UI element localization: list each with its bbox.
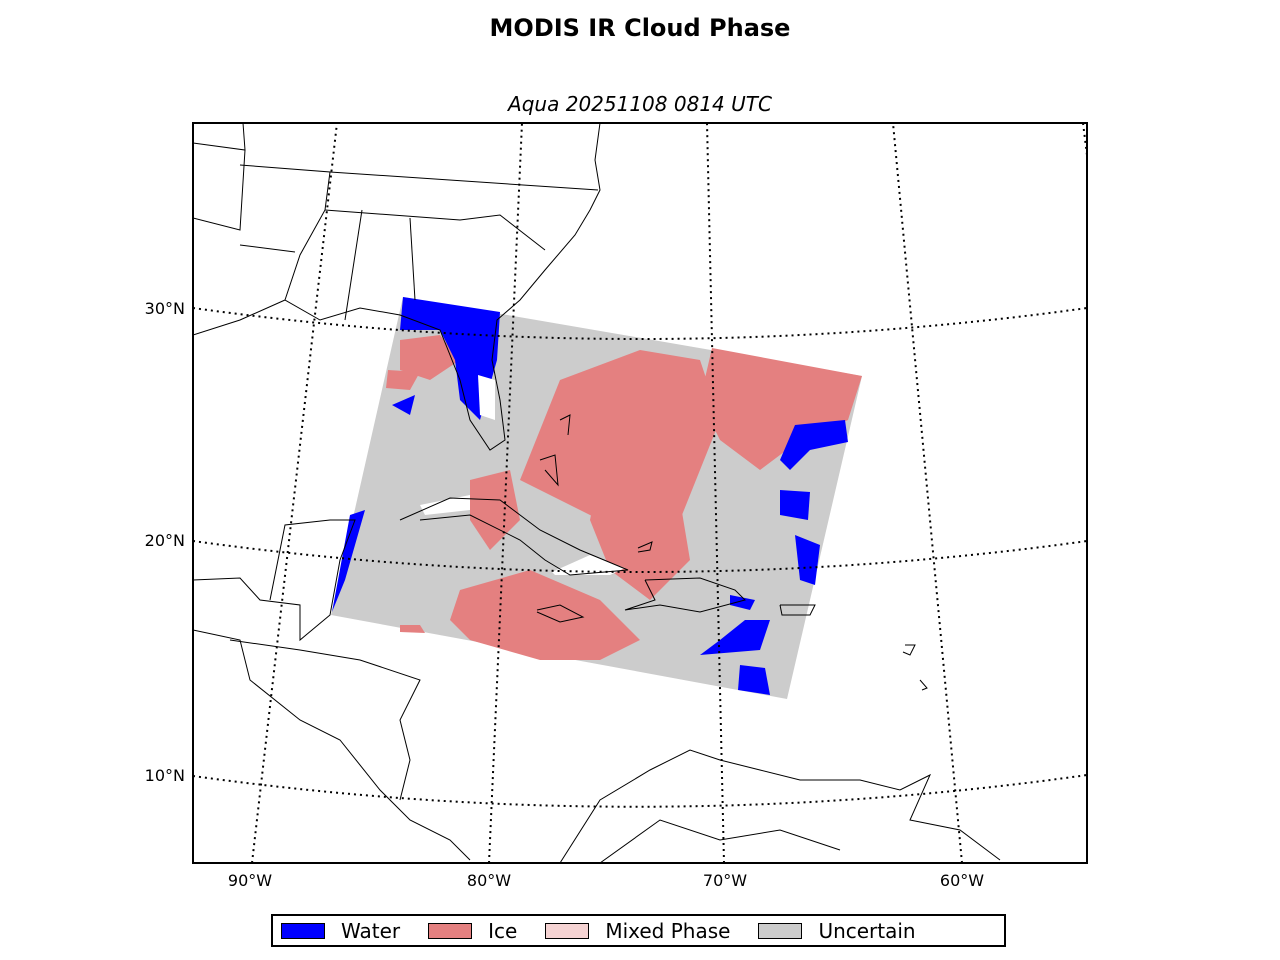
lon-label: 90°W bbox=[228, 871, 272, 890]
figure-title: MODIS IR Cloud Phase bbox=[489, 14, 791, 42]
clear-areas bbox=[420, 375, 625, 575]
legend-item-uncertain: Uncertain bbox=[758, 919, 916, 943]
legend-item-ice: Ice bbox=[428, 919, 517, 943]
figure-subtitle: Aqua 20251108 0814 UTC bbox=[508, 92, 772, 116]
graticule bbox=[193, 123, 1087, 863]
legend-item-mixed-phase: Mixed Phase bbox=[545, 919, 730, 943]
legend-swatch bbox=[428, 922, 473, 939]
lon-label: 60°W bbox=[940, 871, 984, 890]
map-frame bbox=[192, 122, 1088, 864]
lat-label: 30°N bbox=[145, 299, 185, 318]
legend-item-water: Water bbox=[281, 919, 400, 943]
legend-swatch bbox=[758, 922, 803, 939]
legend-swatch bbox=[281, 922, 325, 939]
water-areas bbox=[332, 297, 848, 695]
lat-label: 20°N bbox=[145, 531, 185, 550]
lon-label: 70°W bbox=[703, 871, 747, 890]
legend-swatch bbox=[545, 922, 590, 939]
legend: Water Ice Mixed Phase Uncertain bbox=[271, 914, 1006, 947]
lat-label: 10°N bbox=[145, 766, 185, 785]
lon-label: 80°W bbox=[467, 871, 511, 890]
coastlines bbox=[193, 123, 1001, 863]
